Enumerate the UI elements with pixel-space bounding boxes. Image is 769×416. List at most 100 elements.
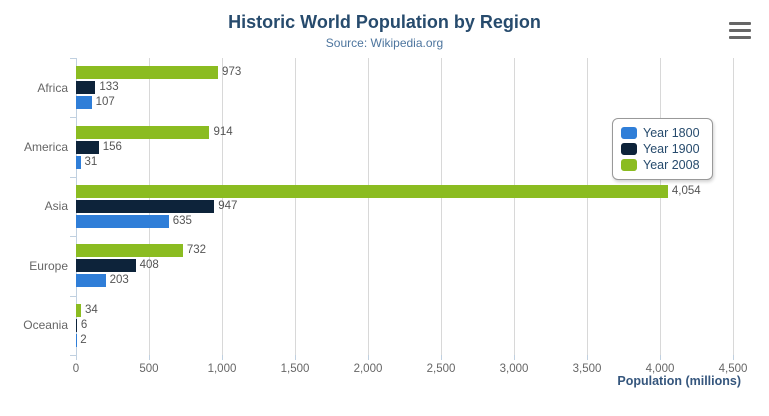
gridline (367, 58, 369, 355)
bar-year-2008-asia[interactable] (76, 184, 668, 198)
chart-subtitle: Source: Wikipedia.org (325, 36, 444, 50)
data-label: 973 (222, 66, 242, 79)
gridline (514, 58, 515, 355)
bar-group-africa: 973 133 107 (76, 58, 733, 117)
x-axis-tick-label: 3,500 (572, 363, 602, 375)
bar-row: 635 (76, 214, 733, 228)
gridline (295, 58, 296, 355)
legend-swatch-year-1800 (621, 127, 637, 139)
legend-label: Year 1900 (643, 142, 700, 156)
bar-row: 34 (76, 303, 733, 317)
legend-item-year-1800[interactable]: Year 1800 (621, 125, 700, 141)
bar-row: 203 (76, 274, 733, 288)
bar-year-1900-europe[interactable] (76, 259, 136, 273)
legend-item-year-2008[interactable]: Year 2008 (621, 157, 700, 173)
x-axis-tick-label: 4,500 (718, 363, 748, 375)
bar-year-1900-africa[interactable] (76, 81, 96, 95)
data-label: 408 (139, 259, 159, 272)
x-axis-tick (587, 355, 588, 360)
bar-row: 133 (76, 81, 733, 95)
category-axis-tick (70, 236, 76, 238)
gridline (441, 58, 442, 355)
category-axis-tick (70, 176, 76, 178)
category-axis-tick (70, 355, 76, 356)
bar-year-1800-europe[interactable] (76, 274, 106, 288)
bar-row: 732 (76, 244, 733, 258)
x-axis-tick (367, 355, 369, 360)
bar-year-1900-america[interactable] (76, 140, 99, 154)
gridline (733, 58, 734, 355)
bar-row: 947 (76, 199, 733, 213)
data-label: 203 (109, 274, 129, 287)
x-axis-tick-label: 500 (139, 363, 159, 375)
hamburger-bar (729, 29, 751, 32)
x-axis-tick (295, 355, 296, 360)
bar-row: 4,054 (76, 184, 733, 198)
bar-row: 914 (76, 125, 733, 139)
x-axis-tick (221, 355, 223, 360)
legend-item-year-1900[interactable]: Year 1900 (621, 141, 700, 157)
data-label: 6 (80, 318, 88, 331)
bar-row: 156 (76, 140, 733, 154)
bar-row: 6 (76, 318, 733, 332)
hamburger-bar (729, 22, 751, 25)
data-label: 914 (213, 125, 233, 138)
category-axis-tick (70, 117, 76, 119)
bar-year-1800-asia[interactable] (76, 214, 169, 228)
category-axis-tick (70, 58, 76, 59)
category-label-america: America (23, 140, 68, 155)
x-axis-tick (76, 355, 77, 360)
category-label-asia: Asia (44, 199, 68, 214)
bar-year-2008-america[interactable] (76, 125, 210, 139)
data-label: 133 (99, 81, 119, 94)
bar-group-europe: 732 408 203 (76, 236, 733, 295)
bar-row: 973 (76, 66, 733, 80)
bar-year-2008-oceania[interactable] (76, 303, 81, 317)
bar-year-1800-america[interactable] (76, 155, 81, 169)
bar-year-2008-africa[interactable] (76, 66, 219, 80)
gridline (659, 58, 661, 355)
legend-swatch-year-1900 (621, 143, 637, 155)
legend-swatch-year-2008 (621, 159, 637, 171)
bar-year-1900-asia[interactable] (76, 199, 215, 213)
data-label: 635 (172, 214, 192, 227)
x-axis-tick-label: 1,500 (280, 363, 310, 375)
hamburger-bar (729, 36, 751, 39)
category-label-africa: Africa (37, 80, 68, 95)
data-label: 732 (186, 244, 207, 257)
x-axis-tick-label: 4,000 (645, 363, 675, 375)
bar-row: 31 (76, 155, 733, 169)
x-axis-tick-label: 2,000 (353, 363, 383, 375)
x-axis-tick (441, 355, 442, 360)
x-axis-title: Population (millions) (617, 374, 741, 388)
x-axis-tick-label: 3,000 (499, 363, 529, 375)
bar-row: 408 (76, 259, 733, 273)
data-label: 2 (80, 333, 87, 346)
category-axis-tick (70, 295, 76, 297)
legend-label: Year 2008 (643, 158, 700, 172)
legend: Year 1800 Year 1900 Year 2008 (612, 118, 713, 180)
data-label: 107 (95, 96, 115, 109)
x-axis-tick-label: 1,000 (207, 363, 237, 375)
x-axis-tick (514, 355, 515, 360)
gridline (221, 58, 223, 355)
bar-year-1900-oceania[interactable] (76, 318, 77, 332)
bar-group-oceania: 34 6 2 (76, 296, 733, 355)
data-label: 34 (84, 303, 98, 316)
bar-year-2008-europe[interactable] (76, 244, 183, 258)
bar-year-1800-africa[interactable] (76, 96, 92, 110)
hamburger-icon[interactable] (729, 22, 751, 39)
category-label-oceania: Oceania (23, 318, 68, 333)
chart-title: Historic World Population by Region (228, 12, 541, 32)
x-axis-tick (659, 355, 661, 360)
gridline (587, 58, 588, 355)
data-label: 4,054 (671, 184, 701, 197)
bar-group-asia: 4,054 947 635 (76, 177, 733, 236)
x-axis-tick (148, 355, 150, 360)
legend-label: Year 1800 (643, 126, 700, 140)
data-label: 156 (102, 140, 122, 153)
x-axis-tick (733, 355, 734, 360)
x-axis-tick-label: 2,500 (426, 363, 456, 375)
bar-group-america: 914 156 31 (76, 117, 733, 176)
